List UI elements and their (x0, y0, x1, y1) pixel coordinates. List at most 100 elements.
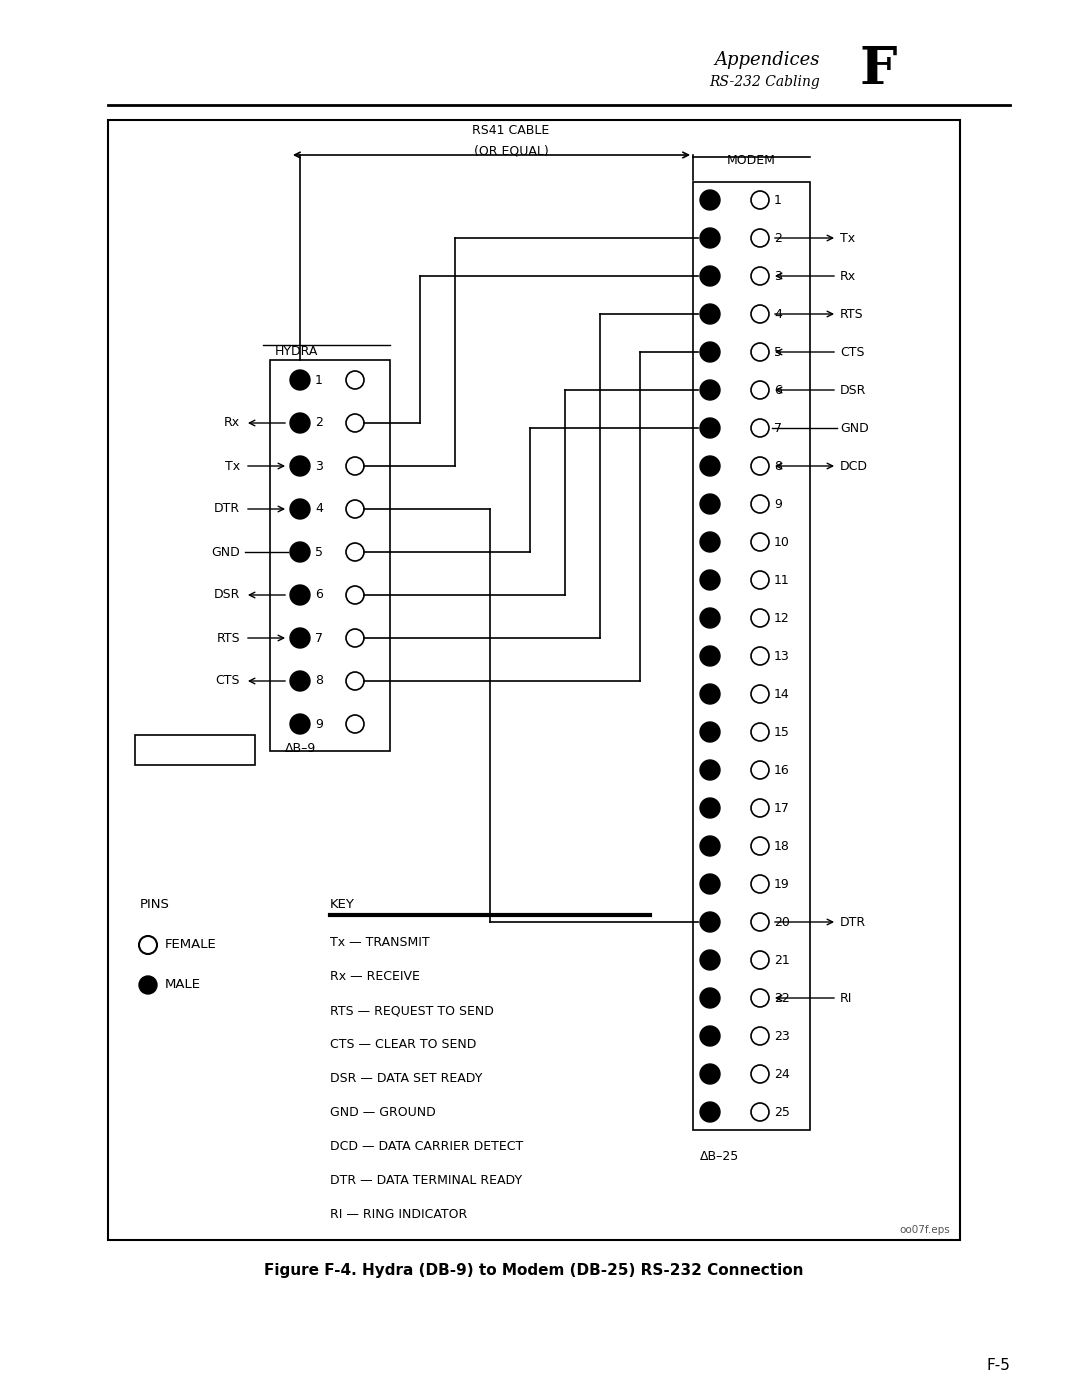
Text: 12: 12 (774, 612, 789, 624)
Circle shape (700, 1065, 720, 1084)
Text: Appendices: Appendices (715, 52, 820, 68)
Text: ΔB–25: ΔB–25 (700, 1150, 739, 1162)
Text: Figure F-4. Hydra (DB-9) to Modem (DB-25) RS-232 Connection: Figure F-4. Hydra (DB-9) to Modem (DB-25… (265, 1263, 804, 1277)
Text: Rx: Rx (840, 270, 856, 282)
Text: RI: RI (840, 992, 852, 1004)
Text: Tx: Tx (840, 232, 855, 244)
Bar (135, 735, 255, 766)
Circle shape (291, 671, 310, 692)
Text: DTR: DTR (214, 503, 240, 515)
Text: CTS: CTS (840, 345, 864, 359)
Circle shape (700, 950, 720, 970)
Text: 1: 1 (774, 194, 782, 207)
Text: 18: 18 (774, 840, 789, 852)
Bar (693, 182, 810, 1130)
Circle shape (700, 1102, 720, 1122)
Circle shape (700, 305, 720, 324)
Text: RTS — REQUEST TO SEND: RTS — REQUEST TO SEND (330, 1004, 494, 1017)
Text: DTR — DATA TERMINAL READY: DTR — DATA TERMINAL READY (330, 1175, 522, 1187)
Bar (270, 360, 390, 752)
Circle shape (700, 455, 720, 476)
Circle shape (700, 570, 720, 590)
Text: F-5: F-5 (986, 1358, 1010, 1372)
Text: 2: 2 (315, 416, 323, 429)
Text: 6: 6 (774, 384, 782, 397)
Text: DTR: DTR (840, 915, 866, 929)
Text: 11: 11 (774, 574, 789, 587)
Text: GND — GROUND: GND — GROUND (330, 1106, 435, 1119)
Text: 16: 16 (774, 764, 789, 777)
Circle shape (700, 342, 720, 362)
Text: RI — RING INDICATOR: RI — RING INDICATOR (330, 1208, 468, 1221)
Text: Rx: Rx (224, 416, 240, 429)
Circle shape (700, 1025, 720, 1046)
Text: (OR EQUAL): (OR EQUAL) (474, 144, 549, 156)
Text: HYDRA: HYDRA (275, 345, 319, 358)
Text: 19: 19 (774, 877, 789, 890)
Circle shape (700, 608, 720, 629)
Text: 5: 5 (774, 345, 782, 359)
Text: 17: 17 (774, 802, 789, 814)
Circle shape (700, 798, 720, 819)
Text: MALE: MALE (165, 978, 201, 992)
Text: Rx — RECEIVE: Rx — RECEIVE (330, 971, 420, 983)
Text: F: F (860, 45, 897, 95)
Text: GND: GND (840, 422, 868, 434)
Circle shape (291, 455, 310, 476)
Text: 22: 22 (774, 992, 789, 1004)
Text: RS41 CABLE: RS41 CABLE (472, 124, 550, 137)
Text: 1: 1 (315, 373, 323, 387)
Circle shape (700, 228, 720, 249)
Circle shape (291, 370, 310, 390)
Circle shape (291, 585, 310, 605)
Text: MODEM: MODEM (727, 154, 775, 168)
Text: 3: 3 (315, 460, 323, 472)
Circle shape (700, 875, 720, 894)
Circle shape (700, 495, 720, 514)
Text: 6: 6 (315, 588, 323, 602)
Text: GND: GND (212, 545, 240, 559)
Text: 21: 21 (774, 954, 789, 967)
Text: RS–232X: RS–232X (167, 743, 222, 757)
Circle shape (291, 414, 310, 433)
Text: 7: 7 (315, 631, 323, 644)
Text: RTS: RTS (216, 631, 240, 644)
Text: DSR: DSR (214, 588, 240, 602)
Circle shape (700, 722, 720, 742)
Text: 8: 8 (315, 675, 323, 687)
Text: 13: 13 (774, 650, 789, 662)
Text: oo07f.eps: oo07f.eps (900, 1225, 950, 1235)
Text: 2: 2 (774, 232, 782, 244)
Circle shape (700, 190, 720, 210)
Text: 23: 23 (774, 1030, 789, 1042)
Circle shape (700, 380, 720, 400)
Circle shape (700, 685, 720, 704)
Circle shape (291, 629, 310, 648)
Text: DCD — DATA CARRIER DETECT: DCD — DATA CARRIER DETECT (330, 1140, 523, 1154)
Circle shape (700, 912, 720, 932)
Text: 5: 5 (315, 545, 323, 559)
Text: KEY: KEY (330, 898, 355, 911)
Text: 9: 9 (315, 718, 323, 731)
Text: RS-232 Cabling: RS-232 Cabling (710, 75, 820, 89)
Bar (108, 120, 960, 1241)
Circle shape (139, 977, 157, 995)
Text: CTS — CLEAR TO SEND: CTS — CLEAR TO SEND (330, 1038, 476, 1052)
Text: 10: 10 (774, 535, 789, 549)
Text: 25: 25 (774, 1105, 789, 1119)
Text: Tx: Tx (225, 460, 240, 472)
Text: 8: 8 (774, 460, 782, 472)
Text: 15: 15 (774, 725, 789, 739)
Text: 3: 3 (774, 270, 782, 282)
Text: 4: 4 (315, 503, 323, 515)
Text: 7: 7 (774, 422, 782, 434)
Circle shape (700, 418, 720, 439)
Text: Tx — TRANSMIT: Tx — TRANSMIT (330, 936, 430, 950)
Circle shape (291, 714, 310, 733)
Circle shape (291, 542, 310, 562)
Circle shape (700, 265, 720, 286)
Circle shape (291, 499, 310, 520)
Circle shape (700, 988, 720, 1009)
Text: CTS: CTS (216, 675, 240, 687)
Circle shape (700, 645, 720, 666)
